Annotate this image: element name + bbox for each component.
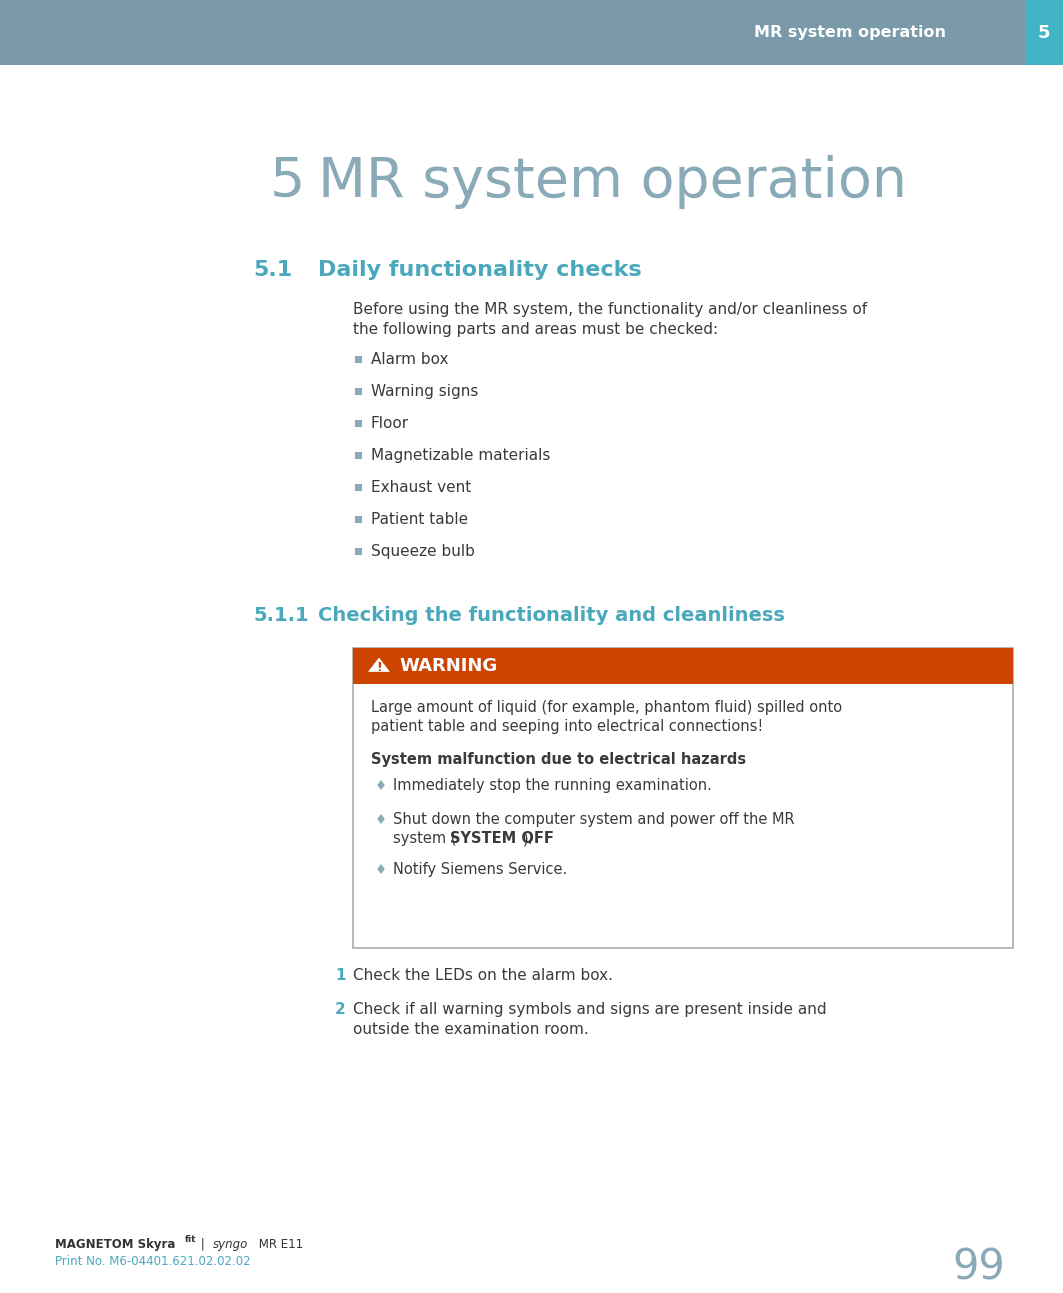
Bar [355, 516, 362, 522]
Bar [355, 453, 362, 459]
Text: !: ! [376, 661, 382, 674]
Bar [355, 420, 362, 427]
Text: Magnetizable materials: Magnetizable materials [371, 447, 551, 463]
Text: 99: 99 [952, 1246, 1005, 1288]
Bar [355, 356, 362, 363]
Text: Floor: Floor [371, 416, 409, 431]
Polygon shape [377, 780, 385, 790]
Bar [355, 548, 362, 555]
Text: Exhaust vent: Exhaust vent [371, 480, 471, 495]
Text: syngo: syngo [213, 1237, 249, 1252]
Bar [353, 648, 1013, 684]
Text: Immediately stop the running examination.: Immediately stop the running examination… [393, 778, 712, 793]
Text: ).: ). [523, 831, 534, 846]
Text: Print No. M6-04401.621.02.02.02: Print No. M6-04401.621.02.02.02 [55, 1256, 251, 1268]
Text: system (: system ( [393, 831, 456, 846]
Text: Check if all warning symbols and signs are present inside and: Check if all warning symbols and signs a… [353, 1002, 827, 1018]
Bar [0, 0, 1063, 65]
Text: patient table and seeping into electrical connections!: patient table and seeping into electrica… [371, 719, 763, 734]
Text: 5: 5 [270, 155, 305, 209]
Text: Daily functionality checks: Daily functionality checks [318, 260, 642, 281]
Text: Check the LEDs on the alarm box.: Check the LEDs on the alarm box. [353, 968, 613, 983]
Polygon shape [377, 815, 385, 824]
Text: Before using the MR system, the functionality and/or cleanliness of: Before using the MR system, the function… [353, 303, 867, 317]
Text: outside the examination room.: outside the examination room. [353, 1021, 589, 1037]
Text: MAGNETOM Skyra: MAGNETOM Skyra [55, 1237, 175, 1252]
Text: MR system operation: MR system operation [318, 155, 907, 209]
Text: 5.1.1: 5.1.1 [253, 606, 308, 625]
Text: MR E11: MR E11 [255, 1237, 303, 1252]
Text: Large amount of liquid (for example, phantom fluid) spilled onto: Large amount of liquid (for example, pha… [371, 700, 842, 715]
Text: 5.1: 5.1 [253, 260, 292, 281]
Text: fit: fit [185, 1235, 197, 1244]
Text: Checking the functionality and cleanliness: Checking the functionality and cleanline… [318, 606, 784, 625]
Text: MR system operation: MR system operation [754, 25, 946, 40]
Text: Shut down the computer system and power off the MR: Shut down the computer system and power … [393, 812, 795, 828]
Text: Warning signs: Warning signs [371, 384, 478, 400]
Polygon shape [377, 864, 385, 874]
Text: 5: 5 [1037, 23, 1050, 41]
Text: 2: 2 [335, 1002, 345, 1018]
Text: the following parts and areas must be checked:: the following parts and areas must be ch… [353, 322, 719, 337]
Text: WARNING: WARNING [399, 657, 497, 675]
Text: SYSTEM OFF: SYSTEM OFF [450, 831, 554, 846]
Text: System malfunction due to electrical hazards: System malfunction due to electrical haz… [371, 753, 746, 767]
Text: Alarm box: Alarm box [371, 352, 449, 367]
Text: Patient table: Patient table [371, 512, 468, 528]
Text: |: | [197, 1237, 208, 1252]
Text: 1: 1 [335, 968, 345, 983]
Text: Squeeze bulb: Squeeze bulb [371, 544, 475, 559]
Bar [355, 388, 362, 394]
Bar [353, 648, 1013, 948]
Polygon shape [368, 658, 390, 672]
Bar [355, 484, 362, 491]
Text: Notify Siemens Service.: Notify Siemens Service. [393, 862, 568, 877]
Bar [1025, 0, 1063, 65]
